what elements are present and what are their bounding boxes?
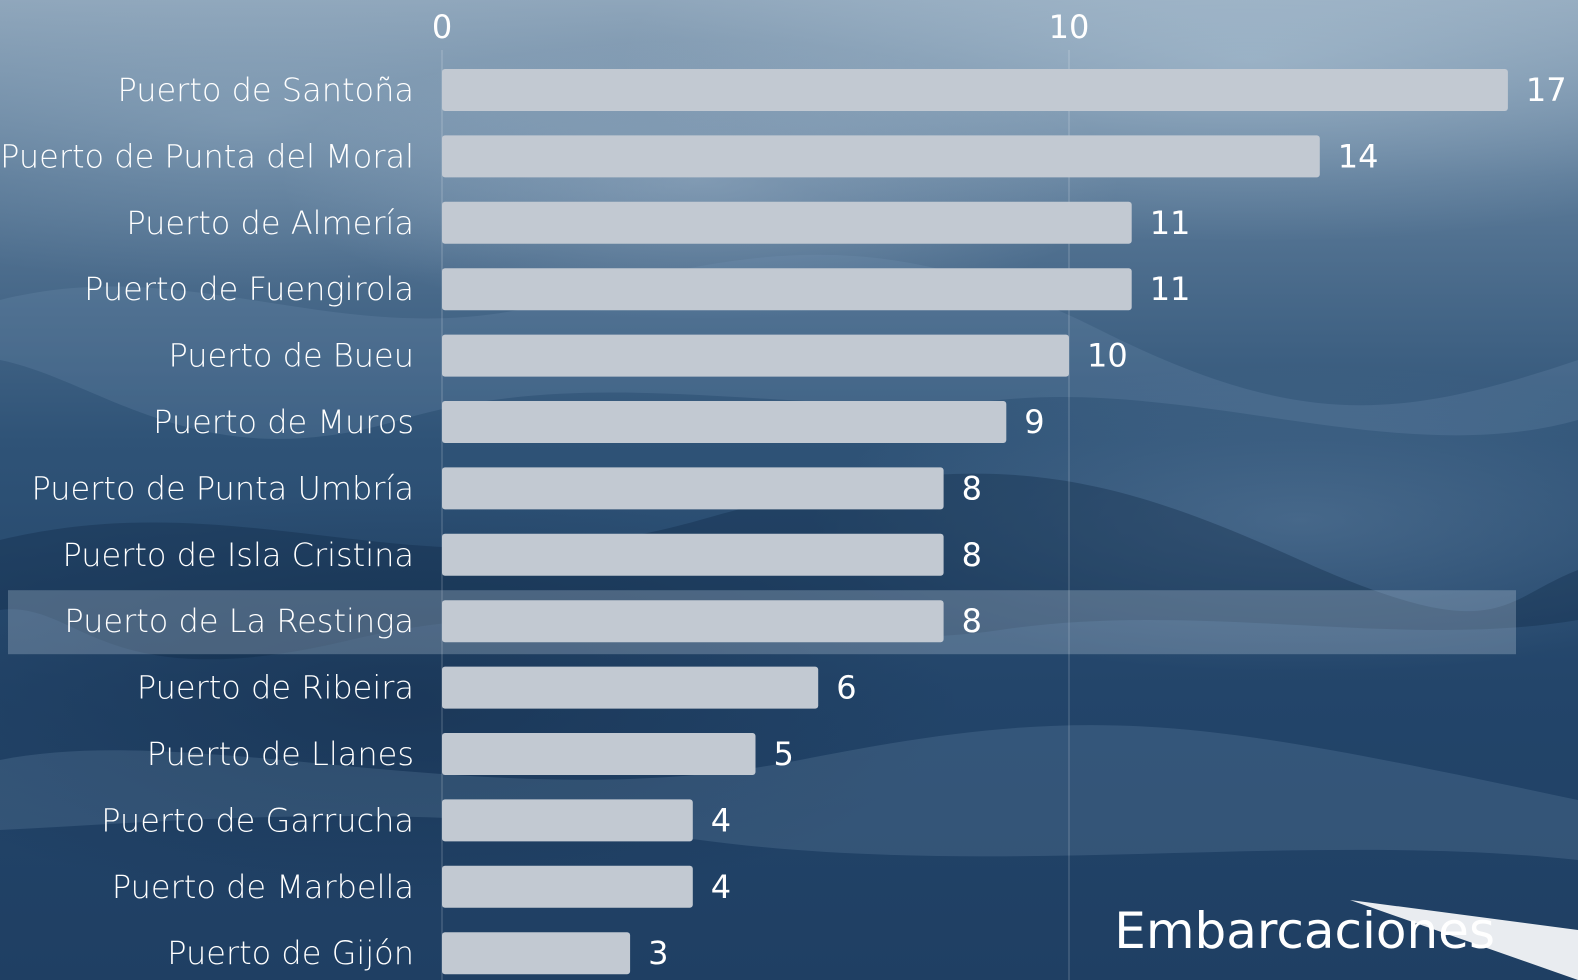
value-label: 11 [1150,204,1191,242]
value-label: 10 [1087,337,1128,375]
bar[interactable] [442,467,944,510]
value-label: 5 [774,735,794,773]
category-label: Puerto de Llanes [147,735,414,773]
value-label: 3 [648,934,668,972]
bar[interactable] [442,799,693,842]
value-labels: 17 14 11 11 10 9 8 8 8 6 5 4 4 3 [648,71,1567,972]
category-label: Puerto de Isla Cristina [63,536,415,574]
category-label: Puerto de Fuengirola [84,270,414,308]
category-label: Puerto de Santoña [117,71,414,109]
value-label: 4 [711,868,731,906]
value-label: 17 [1526,71,1567,109]
x-tick-label-10: 10 [1049,8,1090,46]
category-label: Puerto de Garrucha [101,801,414,839]
bar[interactable] [442,600,944,643]
x-axis-ticks: 0 10 [432,8,1090,46]
bar[interactable] [442,268,1132,311]
bar[interactable] [442,401,1007,443]
category-label: Puerto de Marbella [112,868,414,906]
value-label: 8 [962,469,982,507]
bar[interactable] [442,69,1508,111]
value-label: 4 [711,801,731,839]
value-label: 8 [962,536,982,574]
category-label: Puerto de Punta del Moral [0,137,414,175]
unit-label: Embarcaciones [1114,902,1495,960]
bar[interactable] [442,666,819,709]
bar[interactable] [442,733,756,775]
category-label: Puerto de La Restinga [64,602,414,640]
value-label: 14 [1338,137,1379,175]
bar[interactable] [442,201,1132,244]
value-label: 8 [962,602,982,640]
category-label: Puerto de Bueu [168,337,414,375]
bar[interactable] [442,135,1320,178]
category-label: Puerto de Ribeira [137,669,414,707]
bar[interactable] [442,932,631,975]
category-labels: Puerto de Santoña Puerto de Punta del Mor… [0,71,414,972]
category-label: Puerto de Gijón [167,934,414,972]
bars [442,69,1508,975]
category-label: Puerto de Punta Umbría [31,469,414,507]
bar[interactable] [442,865,693,908]
x-tick-label-0: 0 [432,8,452,46]
value-label: 11 [1150,270,1191,308]
value-label: 9 [1024,403,1044,441]
category-label: Puerto de Almería [126,204,414,242]
value-label: 6 [836,669,856,707]
bar[interactable] [442,533,944,576]
category-label: Puerto de Muros [153,403,414,441]
bar[interactable] [442,334,1069,377]
